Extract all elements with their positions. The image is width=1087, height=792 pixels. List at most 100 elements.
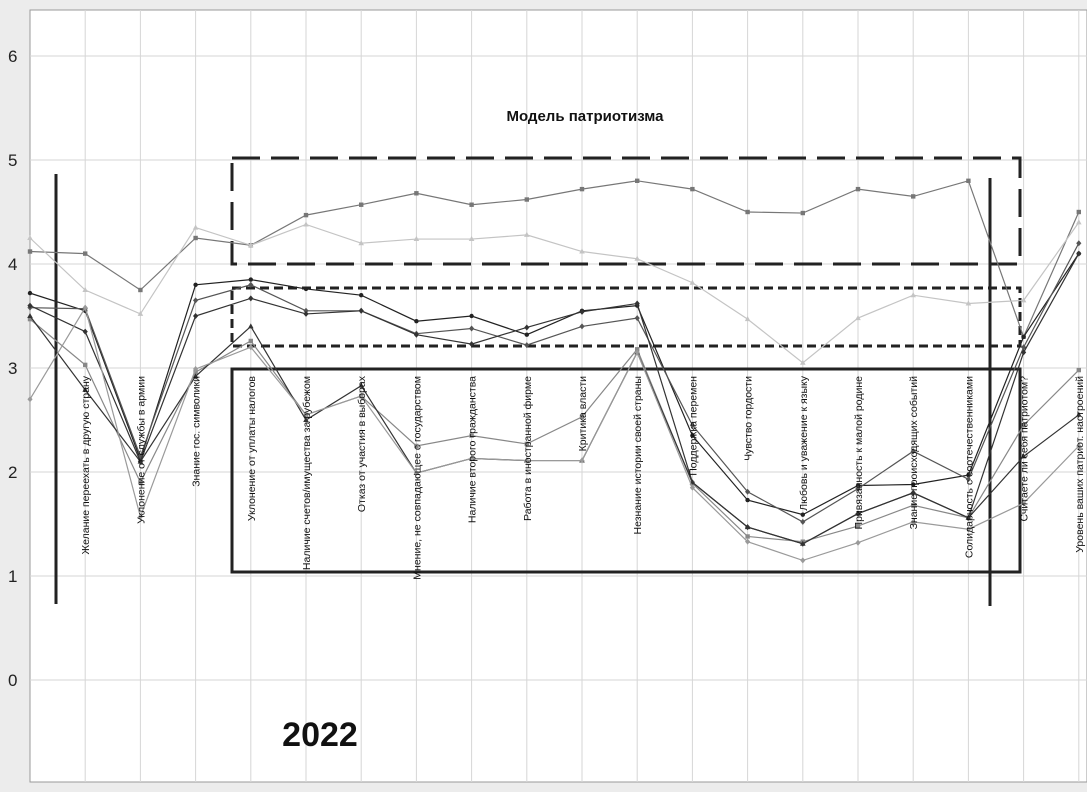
data-point: [193, 369, 198, 375]
data-point: [855, 539, 861, 546]
series-line: [29, 242, 1080, 523]
grid: [30, 10, 1087, 782]
data-point: [855, 483, 861, 488]
category-label: Любовь и уважение к языку: [798, 375, 810, 510]
data-point: [634, 300, 640, 307]
y-tick-label: 3: [8, 359, 17, 378]
data-point: [745, 534, 750, 539]
data-point: [745, 488, 751, 495]
data-point: [911, 482, 916, 487]
data-point: [469, 313, 474, 319]
data-point: [524, 332, 529, 337]
series-2: [27, 219, 1082, 365]
data-point: [911, 194, 916, 199]
data-point: [83, 362, 88, 368]
chart-title: Модель патриотизма: [506, 108, 664, 125]
data-point: [579, 248, 585, 254]
data-point: [138, 287, 143, 293]
data-point: [248, 338, 253, 344]
data-point: [414, 191, 419, 196]
data-point: [524, 324, 530, 331]
data-point: [138, 480, 143, 485]
data-point: [469, 455, 475, 462]
data-point: [524, 342, 530, 349]
data-point: [910, 489, 916, 495]
data-point: [634, 315, 640, 322]
data-point: [965, 514, 972, 520]
data-point: [1021, 500, 1027, 507]
series-8: [27, 304, 1082, 564]
category-label: Наличие второго гражданства: [467, 376, 479, 523]
data-point: [248, 344, 254, 351]
data-point: [855, 485, 861, 492]
data-point: [413, 331, 419, 338]
solid-box-lower: [230, 367, 1022, 574]
data-point: [579, 323, 585, 330]
data-point: [358, 382, 364, 388]
y-tick-label: 5: [8, 151, 17, 170]
data-point: [800, 540, 806, 546]
data-point: [414, 443, 419, 449]
data-point: [193, 366, 199, 373]
category-label: Мнение, не совпадающее с государством: [411, 376, 423, 580]
data-point: [579, 308, 585, 315]
data-point: [1076, 411, 1082, 417]
category-label: Поддержка перемен: [687, 376, 699, 476]
data-point: [965, 476, 971, 483]
data-point: [193, 297, 199, 304]
data-point: [800, 557, 806, 564]
data-point: [469, 202, 474, 207]
data-point: [248, 295, 254, 302]
data-point: [1076, 240, 1082, 247]
category-label: Наличие счетов/имущества за рубежом: [301, 376, 313, 570]
category-label: Знание гос. символики: [191, 376, 203, 487]
data-point: [965, 300, 972, 306]
data-point: [469, 325, 475, 332]
category-label: Работа в иностранной фирме: [522, 376, 534, 521]
data-point: [524, 441, 529, 447]
data-point: [965, 526, 971, 533]
data-point: [27, 235, 33, 240]
data-point: [469, 341, 475, 348]
data-point: [579, 457, 585, 464]
data-point: [83, 251, 88, 256]
data-point: [27, 313, 33, 318]
category-label: Незнание истории своей страны: [632, 376, 644, 534]
y-tick-label: 6: [8, 47, 17, 66]
dotted-box-middle: [230, 286, 1022, 348]
plot-area: [29, 9, 1087, 783]
data-point: [1021, 344, 1027, 351]
category-label: Считаете ли себя патриотом?: [1019, 376, 1031, 522]
data-point: [303, 310, 309, 317]
data-point: [358, 393, 364, 400]
data-point: [303, 307, 309, 314]
data-point: [303, 411, 309, 418]
data-point: [689, 484, 695, 491]
data-point: [358, 307, 364, 314]
data-point: [745, 538, 751, 545]
category-label: Знание происходящих событий: [908, 376, 920, 530]
data-point: [855, 315, 861, 321]
y-tick-label: 1: [8, 567, 17, 586]
data-point: [634, 255, 640, 261]
data-point: [303, 417, 309, 422]
category-labels: Желание переехать в другую страну Уклонен…: [80, 375, 1086, 579]
data-point: [910, 518, 916, 525]
data-point: [524, 457, 530, 464]
data-point: [689, 422, 695, 429]
category-label: Уклонение от уплаты налогов: [246, 376, 258, 521]
data-point: [745, 209, 750, 215]
category-label: Отказ от участия в выборах: [356, 375, 368, 512]
data-point: [1021, 349, 1027, 356]
data-point: [303, 212, 309, 218]
data-point: [358, 240, 364, 246]
series-line: [29, 318, 1080, 543]
category-label: Желание переехать в другую страну: [80, 375, 92, 554]
data-point: [855, 523, 861, 529]
annotation-boxes: [54, 156, 1022, 606]
data-point: [193, 235, 198, 241]
data-point: [635, 178, 640, 183]
data-point: [414, 319, 419, 324]
data-point: [855, 510, 861, 516]
data-point: [800, 512, 805, 517]
